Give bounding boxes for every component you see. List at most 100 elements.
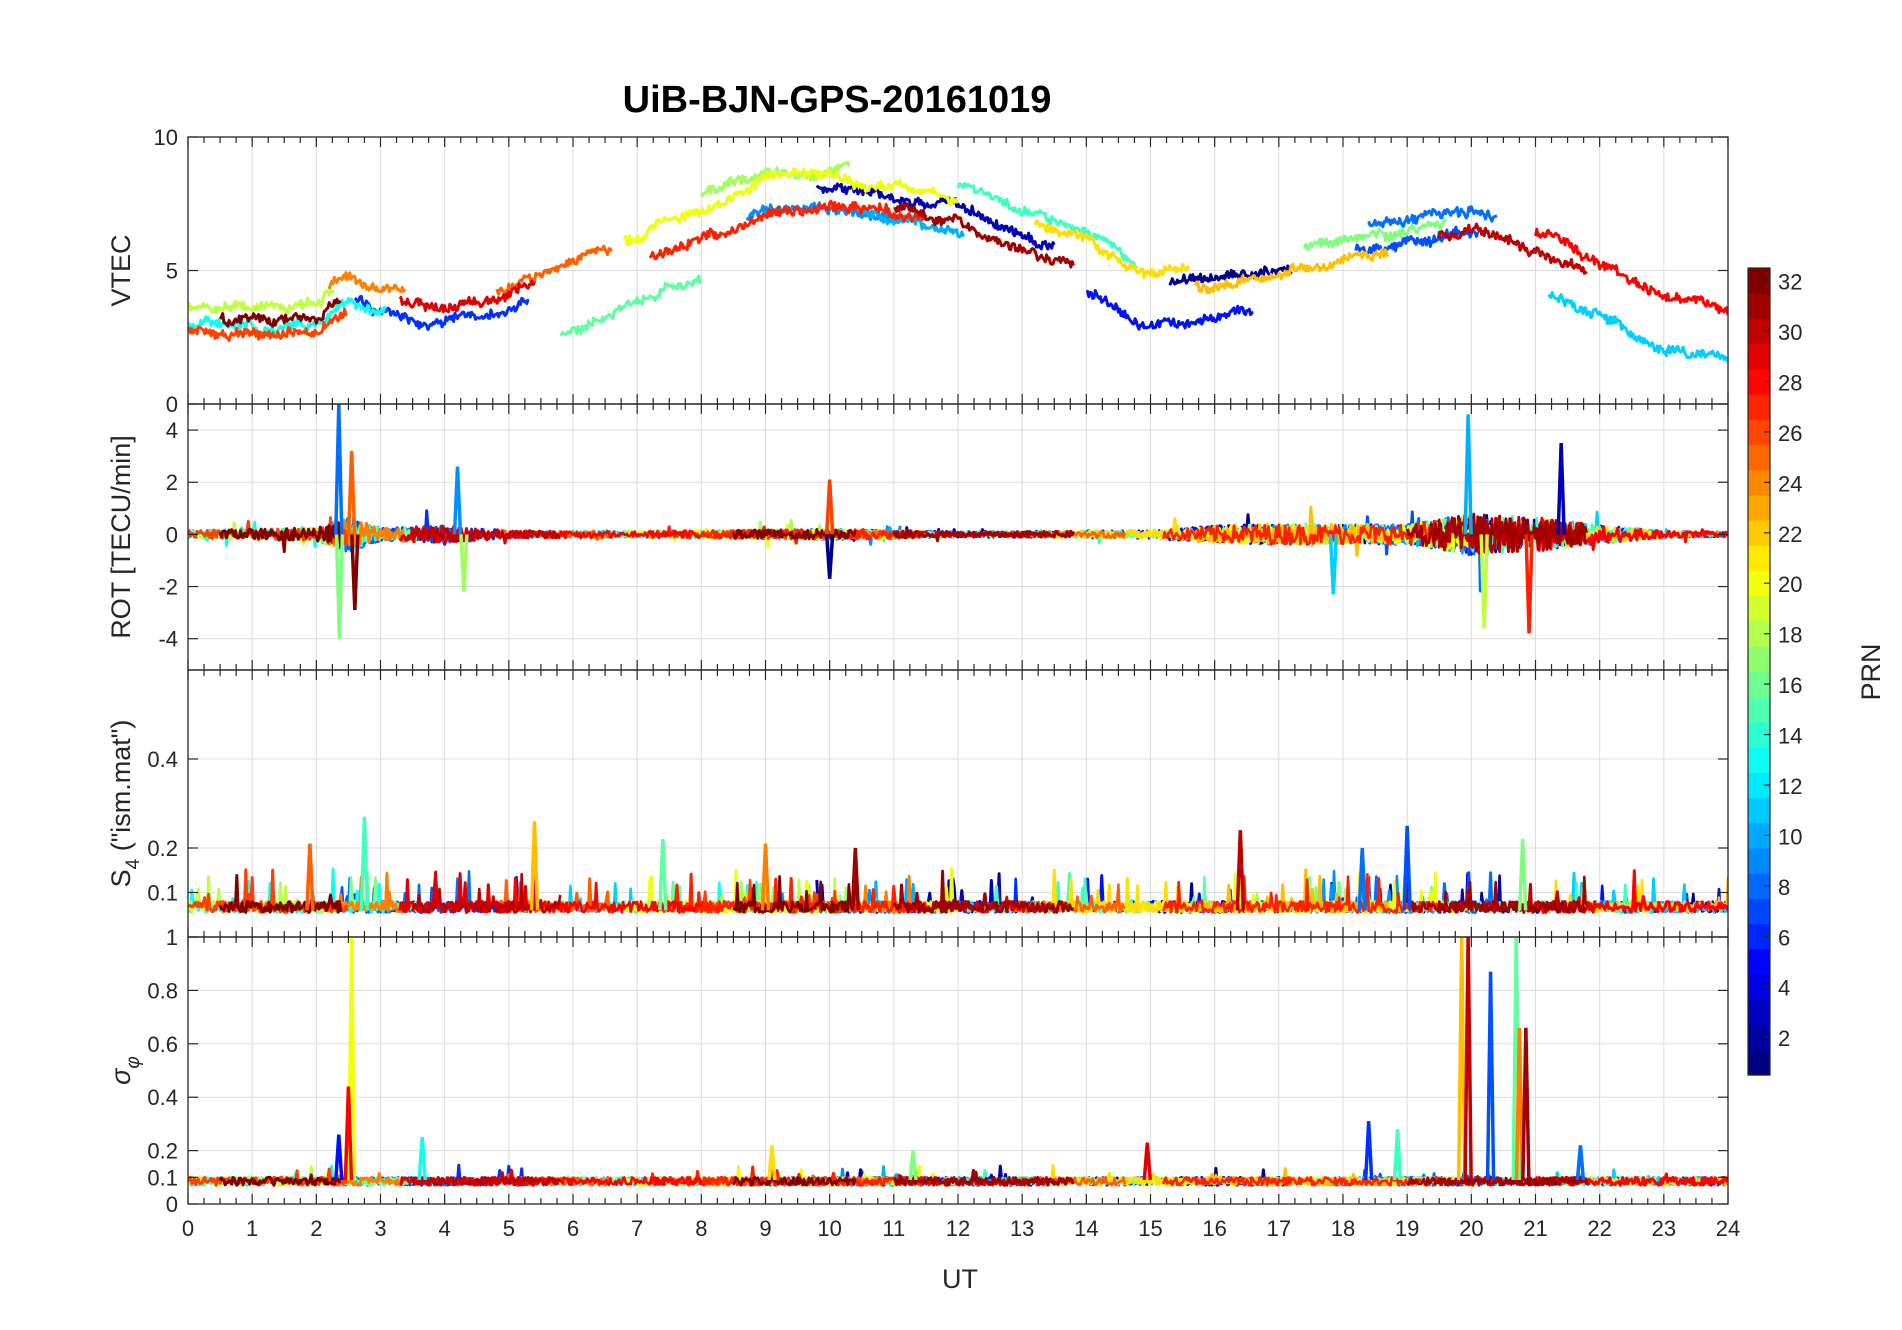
series-line-prn-31 [1406,1176,1589,1187]
colorbar-tick-label: 26 [1778,421,1802,446]
x-tick-label: 22 [1587,1216,1611,1241]
series-line-prn-32 [218,1173,342,1187]
y-tick-label: 0.1 [147,881,178,906]
colorbar-tick-label: 16 [1778,673,1802,698]
x-tick-label: 16 [1202,1216,1226,1241]
x-tick-label: 24 [1716,1216,1740,1241]
colorbar-segment [1748,293,1770,320]
spike-mark [343,1086,354,1181]
colorbar-segment [1748,621,1770,647]
spike-mark [334,404,344,535]
y-axis-label-vtec: VTEC [106,234,136,306]
series-line-prn-11 [860,207,965,239]
colorbar-tick-label: 12 [1778,774,1802,799]
series-line-prn-31 [1405,873,1589,914]
colorbar-segment [1748,797,1770,824]
colorbar-segment [1748,494,1770,521]
colorbar-segment [1748,873,1770,900]
colorbar-segment [1748,394,1770,420]
x-tick-label: 4 [439,1216,451,1241]
colorbar-segment [1748,1049,1770,1076]
panel-s4-series [188,816,1728,914]
x-axis-label: UT [942,1264,978,1294]
colorbar-tick-label: 18 [1778,623,1802,648]
colorbar-tick-label: 14 [1778,724,1802,749]
series-line-prn-27 [648,199,928,261]
series-line-prn-16 [559,274,702,337]
y-tick-label: 0 [166,1192,178,1217]
colorbar-tick-label: 24 [1778,471,1802,496]
spike-mark [417,1137,427,1181]
colorbar-tick-label: 2 [1778,1026,1790,1051]
spike-mark [1517,839,1528,911]
x-tick-label: 12 [946,1216,970,1241]
y-tick-label: -2 [158,575,178,600]
spike-mark [1514,1027,1525,1181]
x-tick-label: 11 [882,1216,905,1241]
y-tick-label: 2 [166,470,178,495]
x-tick-label: 15 [1138,1216,1162,1241]
series-line-prn-26 [188,1167,348,1187]
series-line-prn-4 [1086,289,1254,331]
series-line-prn-31 [893,202,1075,269]
spike-mark [334,534,345,639]
colorbar-tick-label: 22 [1778,522,1802,547]
spike-mark [1142,1142,1153,1181]
colorbar-segment [1748,772,1770,799]
spike-mark [305,843,315,911]
x-tick-label: 7 [631,1216,643,1241]
series-line-prn-8 [1367,205,1498,229]
x-tick-label: 6 [567,1216,579,1241]
spike-mark [760,843,771,911]
x-tick-label: 8 [695,1216,707,1241]
spike-mark [1479,534,1489,629]
chart-title: UiB-BJN-GPS-20161019 [623,79,1052,121]
y-tick-label: 4 [166,418,178,443]
x-tick-label: 5 [503,1216,515,1241]
colorbar-segment [1748,343,1770,370]
colorbar-tick-label: 28 [1778,370,1802,395]
spike-mark [658,839,668,911]
series-line-prn-22 [1193,248,1390,295]
panel-vtec: 0 5 10 VTEC [106,125,1729,417]
spike-mark [850,847,861,911]
spike-mark [1485,971,1496,1180]
series-line-prn-27 [1162,1176,1441,1187]
series-line-prn-31 [892,869,1074,914]
spike-mark [1556,443,1566,535]
colorbar-tick-label: 32 [1778,270,1802,295]
series-line-prn-32 [732,1176,857,1187]
colorbar-segment [1748,419,1770,446]
series-line-prn-20 [622,167,960,246]
colorbar-segment [1748,671,1770,698]
series-line-prn-30 [411,526,561,544]
panel-s4: 0.1 0.2 0.4S4 ("ism.mat") [106,669,1729,938]
y-tick-label: 10 [154,125,178,150]
y-axis-label-sigma: σφ [106,1056,144,1085]
series-line-prn-32 [218,874,343,914]
spike-mark [334,1134,344,1181]
colorbar-segment [1748,948,1770,975]
colorbar-segment [1748,1024,1770,1051]
series-line-prn-2 [815,182,1056,251]
series-line-prn-32 [732,874,857,914]
spike-mark [908,1150,918,1181]
x-tick-label: 10 [817,1216,841,1241]
colorbar-tick-label: 30 [1778,320,1802,345]
spike-mark [1357,847,1367,911]
spike-mark [1521,1027,1531,1181]
colorbar-segment [1748,444,1770,471]
y-tick-label: -4 [158,627,178,652]
panel-sigma: 00.10.2 0.4 0.6 0.8 1 σφ [106,925,1729,1217]
series-line-prn-31 [892,529,1075,543]
y-tick-label: 0.2 [147,1139,178,1164]
panel-rot-series [188,404,1728,639]
colorbar-segment [1748,848,1770,874]
series-line-prn-30 [411,1176,561,1187]
x-tick-label: 1 [246,1216,258,1241]
series-line-prn-6 [1354,225,1480,255]
y-tick-label: 0.1 [147,1165,178,1190]
series-line-prn-27 [1162,519,1441,547]
